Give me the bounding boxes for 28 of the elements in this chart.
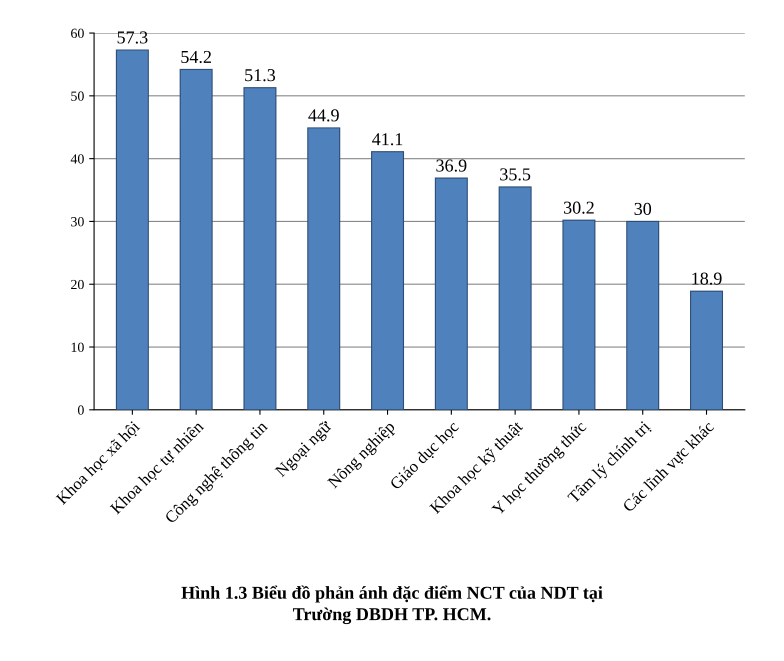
data-label: 54.2 <box>181 50 211 64</box>
bar <box>626 220 660 410</box>
bar <box>180 68 213 410</box>
y-tick-label: 50 <box>71 91 84 101</box>
bar <box>307 127 340 410</box>
y-tick-label: 20 <box>71 280 84 290</box>
bar <box>243 87 276 410</box>
data-label: 36.9 <box>436 160 466 172</box>
data-label: 41.1 <box>372 133 402 146</box>
y-tick-label: 0 <box>78 405 84 415</box>
text: Hình 1.3 Biểu đồ phản ánh đặc điểm NCT của NDT tại Trường DBDH TP. HCM. <box>181 586 603 624</box>
data-label: 18.9 <box>692 272 722 285</box>
bar <box>498 186 532 410</box>
bar <box>434 178 468 410</box>
y-tick-label: 40 <box>70 154 84 164</box>
bar <box>371 151 404 410</box>
data-label: 44.9 <box>308 109 339 122</box>
data-label: 57.3 <box>118 31 148 44</box>
data-label: 35.5 <box>500 168 530 181</box>
bar <box>562 220 596 410</box>
data-label: 30.2 <box>564 202 594 214</box>
y-tick-label: 10 <box>72 342 84 352</box>
bar <box>116 49 149 410</box>
data-label: 51.3 <box>245 69 276 82</box>
y-tick-label: 60 <box>71 28 84 38</box>
bar <box>690 290 724 410</box>
data-label: 30 <box>634 202 652 215</box>
y-tick-label: 30 <box>71 217 84 226</box>
